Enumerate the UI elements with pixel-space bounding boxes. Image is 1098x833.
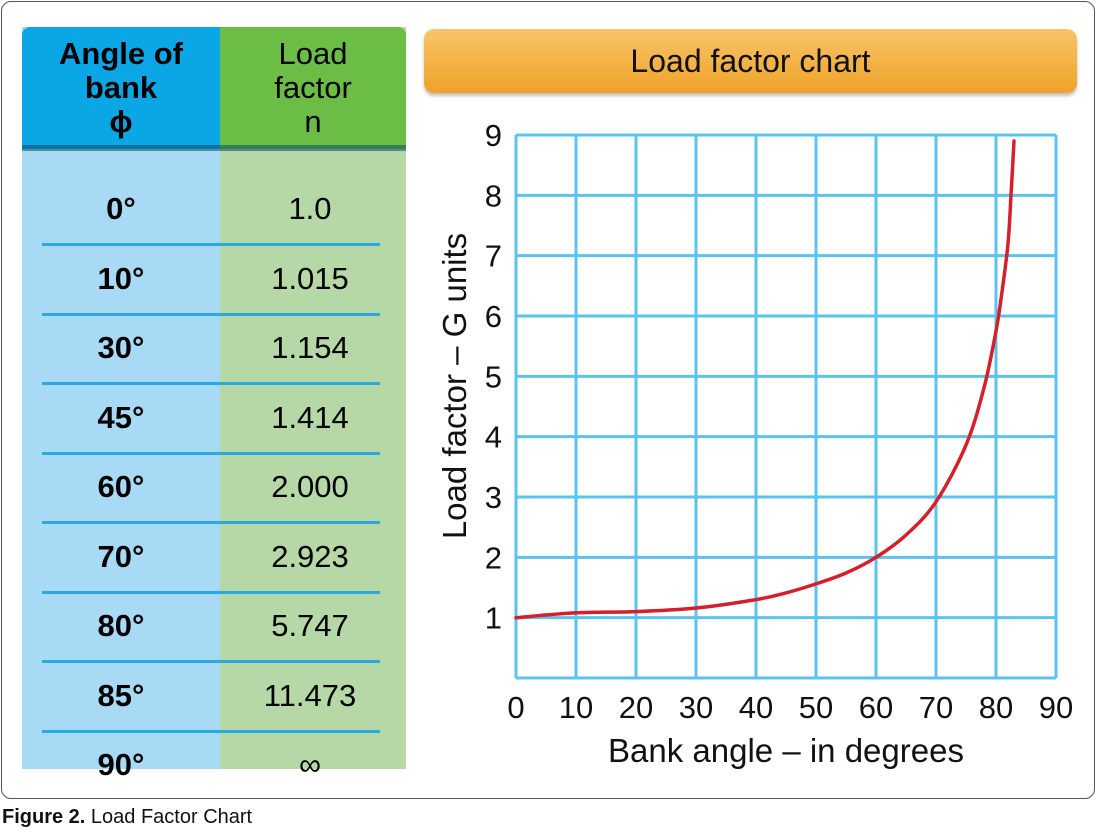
y-tick-label: 6 bbox=[485, 299, 502, 334]
angle-cell: 10° bbox=[97, 260, 145, 296]
row-separator bbox=[42, 451, 380, 455]
y-tick-label: 4 bbox=[485, 420, 502, 455]
x-tick-label: 40 bbox=[739, 690, 773, 725]
caption-label: Figure 2. bbox=[2, 806, 86, 828]
load-cell: 1.015 bbox=[271, 260, 349, 296]
load-cell: 1.154 bbox=[271, 330, 349, 365]
x-tick-label: 30 bbox=[679, 690, 713, 725]
row-separator bbox=[42, 312, 380, 316]
angle-header-line: ϕ bbox=[109, 104, 133, 139]
x-tick-label: 80 bbox=[979, 690, 1013, 725]
load-cell: 5.747 bbox=[271, 608, 349, 643]
x-tick-label: 70 bbox=[919, 690, 953, 725]
y-tick-label: 2 bbox=[485, 540, 502, 575]
angle-cell: 90° bbox=[97, 747, 145, 782]
x-tick-label: 60 bbox=[859, 690, 893, 725]
row-separator bbox=[42, 243, 380, 246]
y-tick-label: 5 bbox=[485, 359, 502, 394]
caption-text: Load Factor Chart bbox=[85, 806, 253, 828]
y-tick-label: 9 bbox=[485, 118, 502, 153]
y-axis-label: Load factor – G units bbox=[436, 233, 473, 539]
load-cell: 2.923 bbox=[271, 538, 349, 574]
y-tick-label: 1 bbox=[485, 601, 502, 636]
load-cell: ∞ bbox=[298, 747, 322, 782]
x-tick-label: 0 bbox=[507, 690, 524, 725]
angle-header-line: bank bbox=[84, 70, 158, 105]
row-separator bbox=[42, 729, 380, 733]
header-shadow bbox=[22, 145, 406, 151]
load-cell: 11.473 bbox=[263, 677, 357, 713]
angle-cell: 60° bbox=[97, 469, 145, 504]
row-separator bbox=[42, 590, 380, 594]
load-factor-curve bbox=[514, 139, 1016, 620]
angle-cell: 70° bbox=[97, 538, 145, 574]
load-factor-chart: 0 10 20 30 40 50 60 70 80 90 1 2 3 4 5 6 7 8 9 Bank angle –… bbox=[436, 118, 1073, 769]
angle-cell: 30° bbox=[97, 330, 145, 365]
load-header-line: Load bbox=[278, 36, 348, 71]
y-tick-label: 8 bbox=[485, 178, 502, 213]
angle-cell: 45° bbox=[97, 399, 145, 435]
row-separator bbox=[42, 521, 380, 524]
row-separator bbox=[42, 382, 380, 385]
load-header: Load factor n bbox=[220, 27, 406, 149]
angle-header-line: Angle of bbox=[59, 36, 183, 71]
angle-header: Angle of bank ϕ bbox=[22, 27, 220, 149]
load-cell: 1.0 bbox=[288, 191, 332, 226]
load-header-line: factor bbox=[274, 70, 352, 105]
y-tick-label: 7 bbox=[485, 239, 502, 274]
angle-cell: 0° bbox=[106, 191, 136, 226]
load-cell: 2.000 bbox=[271, 469, 349, 504]
y-tick-label: 3 bbox=[485, 480, 502, 515]
x-tick-label: 90 bbox=[1039, 690, 1073, 725]
load-header-line: n bbox=[304, 104, 322, 139]
x-axis-label: Bank angle – in degrees bbox=[608, 732, 964, 769]
chart-title: Load factor chart bbox=[424, 29, 1077, 93]
row-separator bbox=[42, 660, 380, 663]
x-tick-label: 20 bbox=[619, 690, 653, 725]
load-factor-table: Angle of bank ϕ Load factor n 0° 1.0 10° 1.… bbox=[22, 27, 406, 782]
angle-cell: 85° bbox=[97, 677, 145, 713]
x-tick-label: 50 bbox=[799, 690, 833, 725]
load-cell: 1.414 bbox=[271, 399, 349, 435]
angle-cell: 80° bbox=[97, 608, 145, 643]
figure-caption: Figure 2. Load Factor Chart bbox=[2, 806, 252, 829]
x-tick-label: 10 bbox=[559, 690, 593, 725]
